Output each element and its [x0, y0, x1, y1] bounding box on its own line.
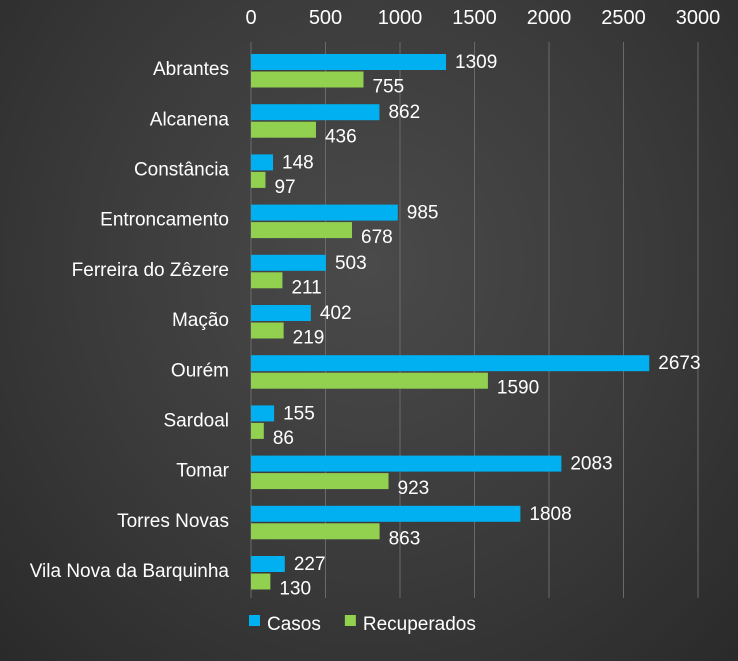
bar-recuperados — [251, 523, 380, 540]
data-label: 862 — [388, 102, 420, 123]
legend-swatch — [344, 615, 356, 626]
bar-casos — [251, 355, 650, 372]
bar-recuperados — [251, 322, 284, 339]
bar-recuperados — [251, 71, 364, 88]
data-label: 1808 — [529, 504, 571, 525]
category-label: Mação — [172, 310, 229, 331]
data-label: 211 — [291, 277, 321, 298]
category-label: Entroncamento — [100, 210, 229, 231]
data-label: 863 — [389, 528, 421, 549]
x-tick-label: 0 — [245, 7, 256, 29]
category-label: Alcanena — [150, 109, 230, 130]
bar-casos — [251, 254, 326, 271]
data-label: 923 — [398, 478, 430, 499]
bar-recuperados — [251, 272, 283, 289]
category-label: Torres Novas — [117, 511, 229, 532]
data-label: 130 — [279, 579, 311, 600]
category-label: Constância — [134, 160, 229, 181]
data-label: 2673 — [658, 353, 700, 374]
bar-casos — [251, 104, 380, 121]
bar-recuperados — [251, 573, 271, 590]
legend-swatch — [249, 615, 260, 626]
data-label: 1590 — [497, 378, 539, 399]
category-label: Tomar — [176, 461, 229, 482]
bar-casos — [251, 405, 275, 422]
data-label: 148 — [282, 152, 314, 173]
bar-recuperados — [251, 171, 266, 188]
data-label: 2083 — [570, 454, 612, 475]
bars: 1309 755 862 436 148 97 985 678 503 211 402 219 2673… — [251, 52, 701, 600]
data-label: 436 — [325, 127, 357, 148]
gridlines — [250, 42, 699, 598]
bar-recuperados — [251, 222, 353, 239]
x-tick-label: 2000 — [527, 7, 572, 29]
category-label: Ourém — [171, 360, 229, 381]
data-label: 678 — [361, 227, 393, 248]
legend: Casos Recuperados — [249, 614, 476, 635]
data-label: 227 — [294, 554, 326, 575]
bar-casos — [251, 305, 311, 321]
legend-label: Recuperados — [363, 614, 476, 635]
x-tick-label: 500 — [309, 7, 342, 29]
data-label: 219 — [293, 328, 325, 349]
data-label: 755 — [372, 77, 404, 98]
bar-recuperados — [251, 473, 389, 490]
category-label: Ferreira do Zêzere — [72, 260, 229, 281]
category-labels: Abrantes Alcanena Constância Entroncamento F… — [30, 59, 230, 582]
bar-casos — [251, 54, 447, 70]
bar-casos — [251, 455, 562, 472]
bar-recuperados — [251, 422, 264, 439]
bar-recuperados — [251, 372, 488, 389]
bar-casos — [251, 556, 285, 572]
data-label: 402 — [320, 303, 352, 324]
category-label: Sardoal — [164, 411, 230, 432]
x-tick-label: 3000 — [676, 7, 721, 29]
data-label: 97 — [274, 177, 295, 198]
bar-casos — [251, 154, 274, 171]
category-label: Abrantes — [153, 59, 229, 80]
x-tick-label: 1500 — [452, 7, 497, 29]
bar-recuperados — [251, 121, 316, 138]
data-label: 86 — [273, 428, 294, 449]
data-label: 155 — [283, 403, 315, 424]
x-tick-label: 2500 — [601, 7, 646, 29]
bar-casos — [251, 204, 398, 221]
category-label: Vila Nova da Barquinha — [30, 561, 230, 582]
x-axis-ticks: 0 500 1000 1500 2000 2500 3000 — [245, 7, 720, 29]
bar-casos — [251, 505, 521, 522]
legend-label: Casos — [267, 614, 321, 635]
data-label: 1309 — [455, 52, 497, 73]
x-tick-label: 1000 — [378, 7, 423, 29]
data-label: 503 — [335, 253, 367, 274]
data-label: 985 — [407, 203, 439, 224]
